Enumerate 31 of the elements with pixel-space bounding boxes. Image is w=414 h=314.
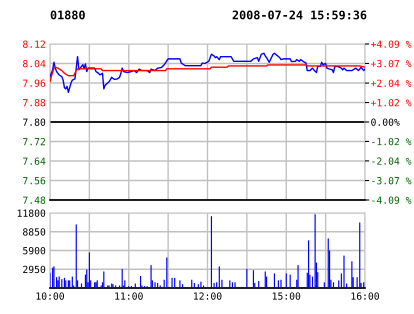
y-tick-label: 7.96 — [23, 80, 46, 87]
x-tick-label: 12:00 — [194, 292, 222, 300]
chart-subtitle: 2008-07-24 15:59:36 — [232, 10, 366, 20]
y2-tick-label: +3.07 % — [370, 60, 412, 68]
line-series — [50, 64, 365, 82]
y-tick-label: 7.64 — [23, 158, 46, 165]
y2-tick-label: -2.04 % — [372, 157, 412, 165]
x-tick-label: 10:00 — [36, 292, 64, 300]
y2-tick-label: +1.02 % — [370, 99, 412, 106]
y2-tick-label: 0.00% — [371, 118, 400, 126]
y2-tick-label: -1.02 % — [372, 138, 412, 146]
y-tick-label: 7.80 — [23, 118, 46, 126]
y-tick-label: 8850 — [23, 228, 46, 236]
y-tick-label: 11800 — [18, 210, 46, 217]
y-tick-label: 7.72 — [23, 138, 46, 146]
y2-tick-label: -3.07 % — [372, 177, 412, 184]
y-tick-label: 7.56 — [23, 177, 46, 184]
chart-title: 01880 — [50, 10, 85, 20]
y-tick-label: 7.88 — [23, 99, 46, 106]
x-tick-label: 11:00 — [115, 292, 143, 300]
y2-tick-label: -4.09 % — [372, 196, 412, 204]
y-tick-label: 8.04 — [23, 60, 46, 68]
y-tick-label: 5900 — [23, 247, 46, 254]
y-tick-label: 8.12 — [23, 40, 46, 48]
y2-tick-label: +2.04 % — [370, 80, 412, 87]
x-tick-label: 15:00 — [272, 292, 300, 300]
x-tick-label: 16:00 — [352, 292, 380, 300]
y2-tick-label: +4.09 % — [370, 40, 412, 48]
line-series — [50, 52, 365, 93]
y-tick-label: 2950 — [23, 266, 46, 274]
y-tick-label: 7.48 — [23, 196, 46, 204]
